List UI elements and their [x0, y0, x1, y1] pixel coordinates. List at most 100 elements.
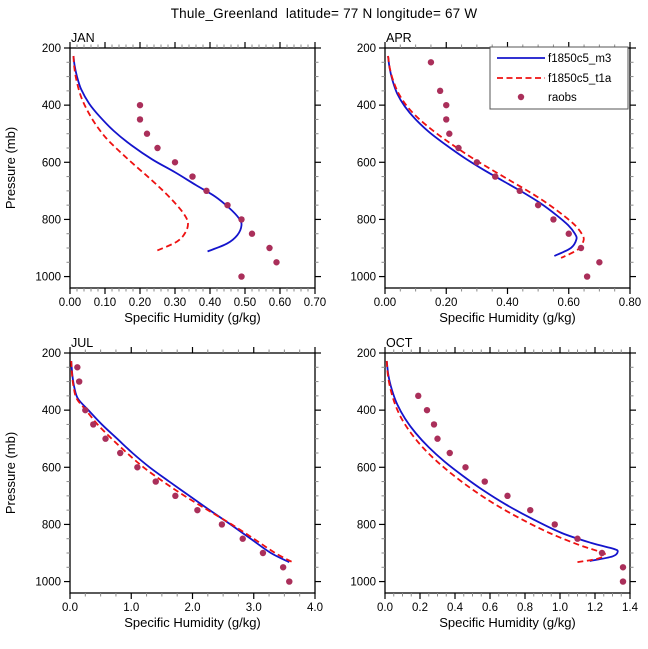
x-tick-label: 1.0 [552, 602, 568, 614]
x-tick-label: 1.4 [622, 602, 639, 614]
raobs-marker [134, 464, 141, 471]
subplot-jul: 0.0 1.0 2.0 3.0 4.0 200 400 600 800 1000 JUL Specif… [3, 336, 323, 630]
raobs-marker [273, 259, 280, 266]
raobs-marker [75, 378, 83, 385]
raobs-marker [152, 478, 159, 485]
x-tick-label: 0.0 [377, 602, 393, 614]
x-tick-label: 3.0 [246, 602, 262, 614]
x-axis-title: Specific Humidity (g/kg) [124, 310, 261, 325]
raobs-marker [189, 173, 196, 180]
raobs-marker [238, 273, 245, 280]
x-tick-label: 1.0 [123, 602, 139, 614]
subplot-apr: 0.00 0.20 0.40 0.60 0.80 200 400 600 800 1000 APR S… [350, 31, 641, 325]
raobs-marker [443, 116, 450, 123]
axes: 0.0 1.0 2.0 3.0 4.0 200 400 600 800 1000 [35, 347, 323, 614]
x-tick-label: 0.8 [517, 602, 533, 614]
y-tick-label: 1000 [35, 577, 61, 589]
raobs-marker [565, 230, 572, 237]
y-tick-label: 1000 [350, 272, 376, 284]
raobs-marker [266, 244, 273, 252]
raobs-marker [598, 549, 606, 557]
raobs-marker [504, 492, 511, 500]
raobs-marker [218, 521, 226, 528]
y-tick-label: 200 [357, 43, 376, 55]
series-raobs [415, 392, 627, 585]
subplot-oct: 0.0 0.2 0.4 0.6 0.8 1.0 1.2 1.4 200 400 600 800 1000… [350, 336, 639, 630]
x-axis-title: Specific Humidity (g/kg) [124, 615, 261, 630]
y-tick-label: 200 [42, 43, 61, 55]
y-tick-label: 800 [357, 519, 376, 531]
raobs-marker [446, 449, 453, 457]
subplot-month-label: JAN [71, 31, 95, 45]
series-line [72, 55, 189, 253]
series-line [385, 360, 606, 564]
x-tick-label: 0.20 [435, 297, 457, 309]
raobs-marker [172, 492, 179, 500]
series-f1850c5_t1a [70, 360, 294, 564]
axes: 0.0 0.2 0.4 0.6 0.8 1.0 1.2 1.4 200 400 600 800 1000 [350, 347, 639, 614]
raobs-marker [239, 535, 246, 542]
series-f1850c5_m3 [387, 55, 578, 257]
figure-title: Thule_Greenland latitude= 77 N longitude… [170, 6, 478, 21]
raobs-marker [279, 564, 287, 571]
raobs-marker [415, 392, 422, 400]
raobs-marker [619, 564, 627, 571]
raobs-marker [550, 216, 557, 223]
raobs-marker [430, 421, 438, 428]
x-tick-label: 0.60 [558, 297, 580, 309]
raobs-marker [534, 201, 542, 209]
plot-frame [69, 47, 316, 289]
x-tick-label: 0.60 [269, 297, 291, 309]
legend-label: f1850c5_m3 [548, 53, 611, 65]
x-tick-label: 2.0 [185, 602, 201, 614]
raobs-marker [443, 101, 450, 109]
series-raobs [74, 364, 293, 585]
raobs-marker [577, 244, 585, 252]
raobs-marker [423, 406, 431, 414]
y-tick-label: 400 [42, 405, 61, 417]
raobs-marker [436, 87, 444, 95]
raobs-marker [102, 435, 109, 442]
raobs-marker [434, 435, 441, 442]
x-tick-label: 0.40 [199, 297, 221, 309]
raobs-marker [516, 187, 523, 195]
raobs-marker [551, 521, 558, 528]
y-tick-label: 200 [42, 348, 61, 360]
legend-marker-sample [517, 93, 525, 101]
raobs-marker [427, 59, 435, 66]
y-tick-label: 1000 [35, 272, 61, 284]
y-tick-label: 200 [357, 348, 376, 360]
x-tick-label: 0.40 [496, 297, 518, 309]
raobs-marker [259, 549, 267, 557]
subplot-month-label: APR [386, 31, 412, 45]
raobs-marker [224, 201, 231, 209]
plot-frame [384, 352, 631, 594]
x-tick-label: 0.10 [94, 297, 116, 309]
x-tick-label: 0.70 [304, 297, 326, 309]
x-tick-label: 1.2 [587, 602, 603, 614]
raobs-marker [82, 406, 89, 414]
x-tick-label: 0.80 [619, 297, 641, 309]
raobs-marker [583, 273, 591, 280]
raobs-marker [574, 535, 581, 542]
y-tick-label: 600 [357, 157, 376, 169]
x-tick-label: 0.2 [412, 602, 428, 614]
raobs-marker [619, 578, 627, 585]
x-axis-title: Specific Humidity (g/kg) [439, 615, 576, 630]
raobs-marker [171, 159, 179, 166]
raobs-marker [527, 506, 534, 514]
series-f1850c5_t1a [385, 360, 606, 564]
series-line [387, 55, 578, 257]
x-tick-label: 0.4 [447, 602, 464, 614]
x-tick-label: 0.00 [374, 297, 396, 309]
y-tick-label: 400 [357, 405, 376, 417]
raobs-marker [136, 116, 144, 123]
x-tick-label: 4.0 [307, 602, 323, 614]
series-line [387, 55, 585, 259]
y-tick-label: 600 [357, 462, 376, 474]
series-f1850c5_m3 [70, 360, 290, 563]
x-tick-label: 0.30 [164, 297, 186, 309]
series-line [385, 360, 619, 562]
legend-label: f1850c5_t1a [548, 73, 612, 85]
y-tick-label: 1000 [350, 577, 376, 589]
